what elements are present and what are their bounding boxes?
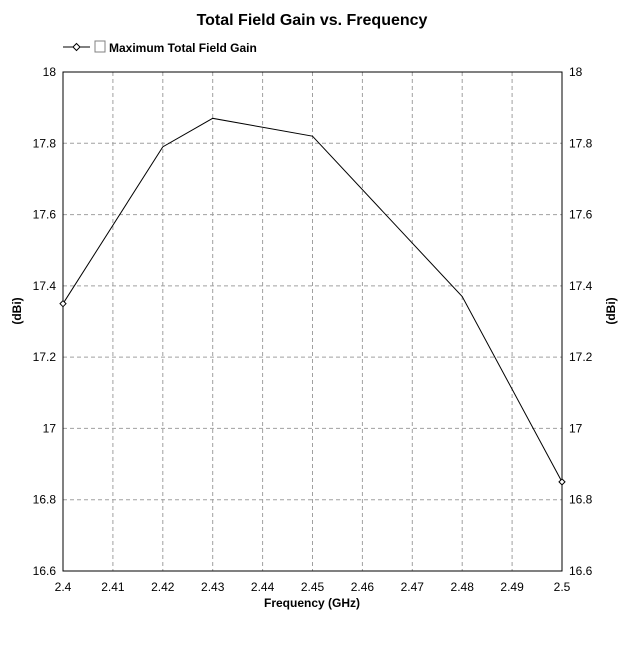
x-axis-title: Frequency (GHz) (264, 596, 360, 610)
x-tick-label: 2.44 (251, 580, 275, 594)
y-tick-label-right: 18 (569, 65, 583, 79)
y-tick-label-left: 17.4 (33, 279, 57, 293)
y-right-tick-labels: 16.6 16.8 17 17.2 17.4 17.6 17.8 18 (569, 65, 593, 578)
grid (63, 72, 562, 571)
x-tick-label: 2.46 (351, 580, 375, 594)
y-tick-label-right: 17.8 (569, 136, 593, 150)
y-tick-label-left: 17.6 (33, 208, 57, 222)
y-axis-title-right: (dBi) (604, 297, 618, 324)
x-tick-label: 2.41 (101, 580, 125, 594)
y-tick-label-right: 16.8 (569, 493, 593, 507)
y-tick-label-left: 17.8 (33, 136, 57, 150)
x-tick-label: 2.4 (55, 580, 72, 594)
legend-swatch (94, 40, 106, 53)
legend: Maximum Total Field Gain (63, 40, 257, 55)
x-tick-label: 2.47 (401, 580, 425, 594)
series-group (59, 117, 566, 486)
y-tick-label-left: 18 (43, 65, 57, 79)
y-tick-label-right: 17.4 (569, 279, 593, 293)
series-line (62, 117, 563, 483)
legend-marker-icon (72, 42, 81, 52)
plot-area (62, 71, 563, 572)
y-left-tick-labels: 16.6 16.8 17 17.2 17.4 17.6 17.8 18 (33, 65, 57, 578)
x-tick-label: 2.49 (500, 580, 524, 594)
legend-label: Maximum Total Field Gain (109, 41, 257, 55)
y-tick-label-left: 17.2 (33, 350, 57, 364)
data-point-marker (59, 299, 67, 308)
x-tick-label: 2.43 (201, 580, 225, 594)
x-tick-label: 2.48 (451, 580, 475, 594)
y-axis-title-left: (dBi) (10, 297, 24, 324)
y-tick-label-right: 17 (569, 421, 583, 435)
data-point-marker (558, 478, 566, 486)
chart-title: Total Field Gain vs. Frequency (197, 12, 428, 29)
x-tick-labels: 2.4 2.41 2.42 2.43 2.44 2.45 2.46 2.47 2.48 2.49 2… (55, 580, 571, 594)
y-tick-label-left: 17 (43, 421, 57, 435)
y-tick-label-left: 16.6 (33, 564, 57, 578)
y-tick-label-right: 17.2 (569, 350, 593, 364)
x-tick-label: 2.42 (151, 580, 175, 594)
x-tick-label: 2.45 (301, 580, 325, 594)
x-tick-label: 2.5 (554, 580, 571, 594)
y-tick-label-right: 16.6 (569, 564, 593, 578)
y-tick-label-right: 17.6 (569, 208, 593, 222)
y-tick-label-left: 16.8 (33, 493, 57, 507)
